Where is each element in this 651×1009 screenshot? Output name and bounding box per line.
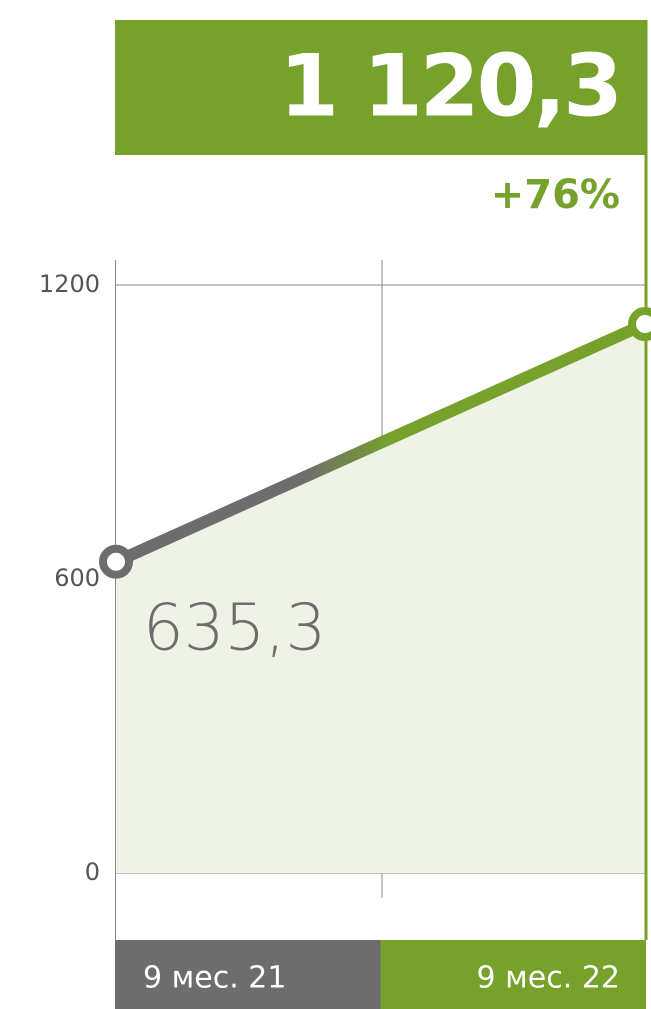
area bbox=[116, 324, 645, 874]
category-band bbox=[380, 940, 646, 1009]
annotation: +76% bbox=[491, 172, 620, 218]
category-band bbox=[115, 940, 381, 1009]
value-box bbox=[115, 20, 646, 155]
point bbox=[99, 544, 133, 579]
y-tick-label: 600 bbox=[54, 564, 100, 592]
y-tick-label: 0 bbox=[85, 858, 100, 886]
plot: 0 600 1200 9 мес. 21 9 мес. 22 635,3 1 120,3 +7… bbox=[39, 20, 651, 1009]
y-tick-label: 1200 bbox=[39, 270, 100, 298]
x-tick-label: 9 мес. 22 bbox=[477, 961, 620, 996]
value-label: 1 120,3 bbox=[279, 36, 620, 136]
value-label: 635,3 bbox=[143, 592, 326, 666]
point bbox=[628, 307, 651, 342]
x-tick-label: 9 мес. 21 bbox=[143, 961, 286, 996]
line bbox=[110, 318, 651, 568]
